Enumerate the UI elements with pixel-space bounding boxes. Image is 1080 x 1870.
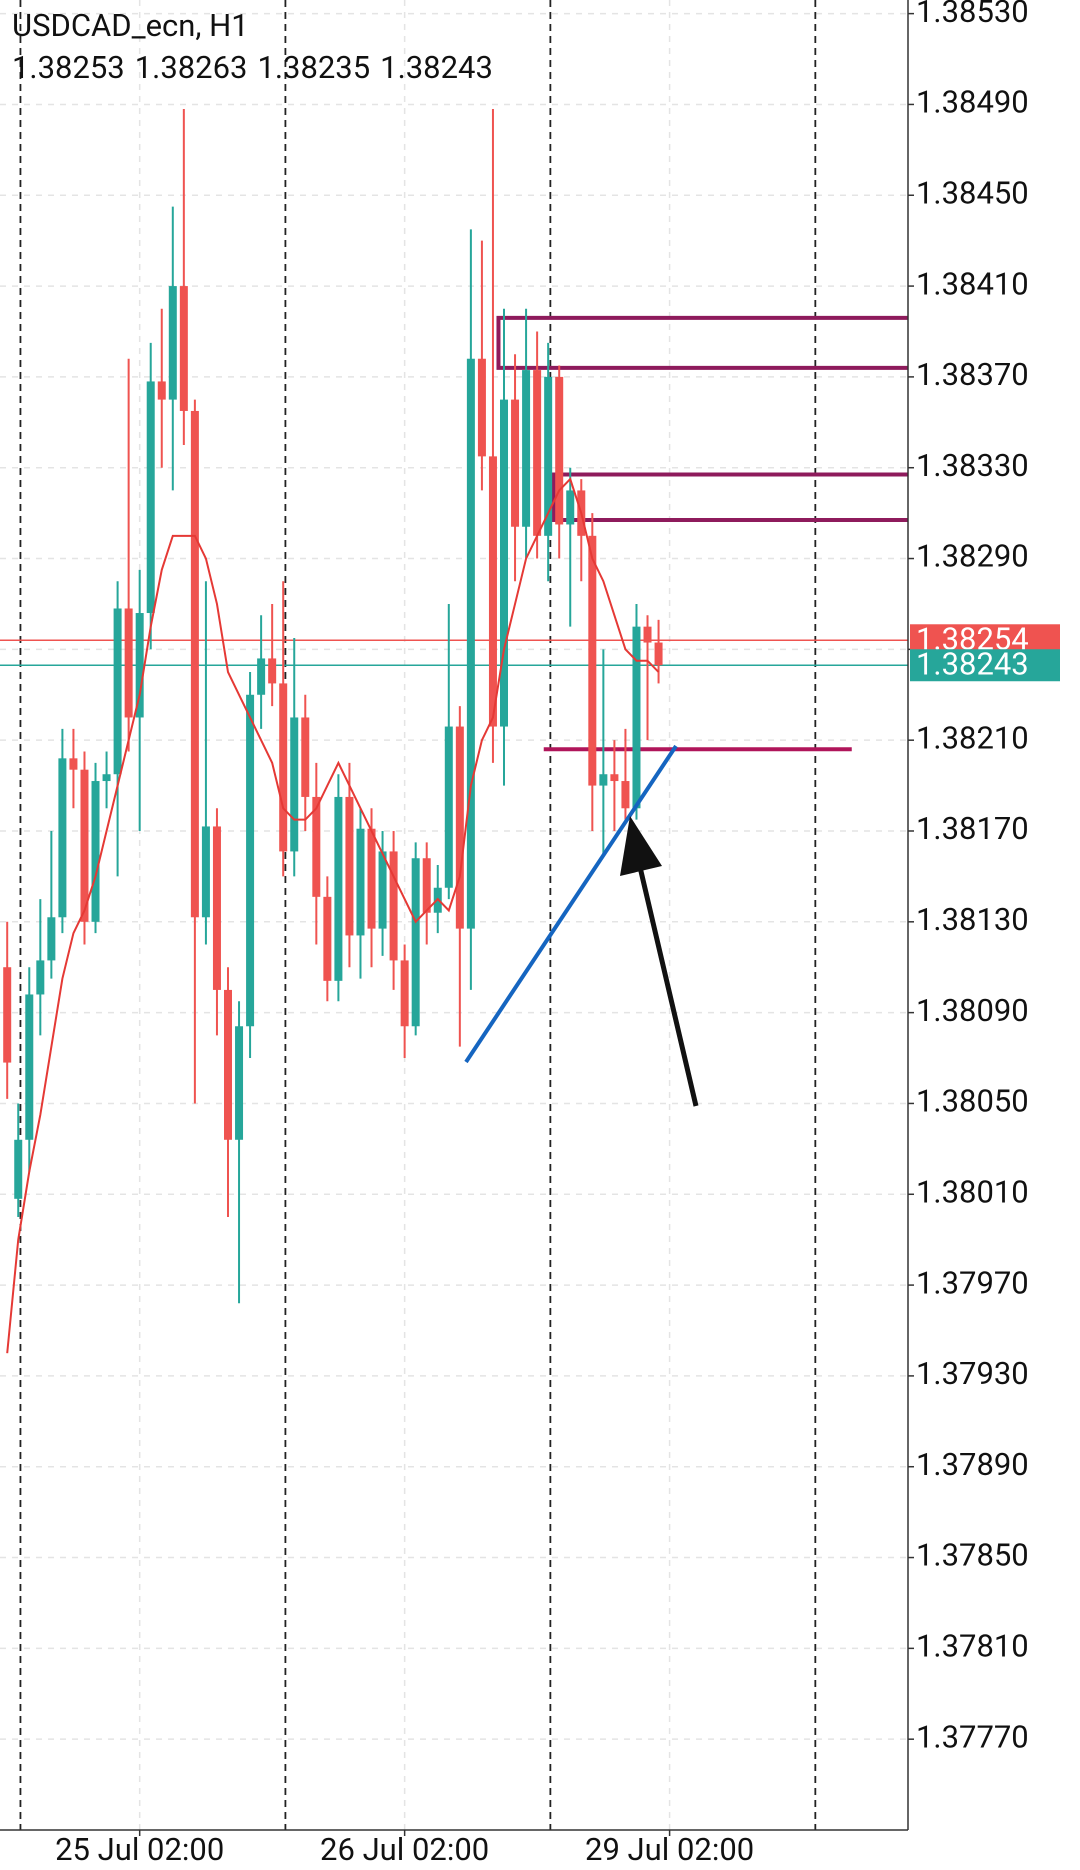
y-tick-label: 1.38370 [916,356,1029,393]
y-tick-label: 1.37930 [916,1355,1029,1392]
x-tick-label: 25 Jul 02:00 [55,1831,224,1868]
candle-body [47,917,56,961]
candle-body [422,858,431,913]
candle-body [301,717,310,797]
candle-body [91,781,100,922]
candle-body [588,535,597,786]
zone [496,315,908,370]
candle-body [654,642,663,666]
candle-body [113,608,122,775]
y-tick-label: 1.38210 [916,719,1029,756]
low-readout: 1.38235 [257,49,370,86]
candle-body [157,381,166,400]
candle-body [135,613,144,718]
overlay [464,744,699,1107]
y-tick-label: 1.38330 [916,447,1029,484]
candle-body [312,796,321,897]
y-tick-label: 1.37970 [916,1264,1029,1301]
price-label: 1.38243 [916,645,1029,682]
y-tick-label: 1.38170 [916,810,1029,847]
candle-body [466,358,475,929]
zone [551,472,908,522]
candle-body [566,490,575,525]
candle-body [599,774,608,786]
arrow-shaft [633,849,699,1107]
candle-body [14,1139,23,1199]
candle-body [3,967,12,1063]
candle-body [610,774,619,782]
y-tick-label: 1.37770 [916,1718,1029,1755]
y-tick-label: 1.38050 [916,1083,1029,1120]
y-tick-label: 1.37850 [916,1537,1029,1574]
high-readout: 1.38263 [135,49,248,86]
candle-body [356,828,365,936]
candle-body [389,851,398,961]
y-tick-label: 1.38010 [916,1173,1029,1210]
candle-body [367,828,376,929]
candle-body [488,456,497,727]
candle-body [124,608,133,718]
candle-body [268,658,277,684]
candle-body [25,994,34,1140]
y-tick-label: 1.38090 [916,992,1029,1029]
candle-body [102,774,111,782]
grid [0,0,908,1830]
price-label-box [910,649,1060,682]
y-tick-label: 1.38290 [916,538,1029,575]
y-tick-label: 1.38410 [916,265,1029,302]
candle-body [69,758,78,770]
trend-line [464,744,678,1064]
candle-body [544,376,553,536]
candle-body [212,826,221,990]
marks [0,108,908,1354]
candle-body [334,796,343,981]
chart-title: USDCAD_ecn, H1 [12,7,249,44]
candle-body [632,626,641,809]
candle-body [378,851,387,929]
candle-body [533,370,542,536]
ohlc-readout: 1.38253 1.38263 1.38235 1.38243 [12,49,493,86]
candle-body [179,286,188,411]
y-tick-label: 1.38490 [916,84,1029,121]
x-tick-label: 29 Jul 02:00 [585,1831,754,1868]
candle-body [290,717,299,852]
candle-body [444,726,453,888]
candle-body [246,694,255,1027]
candle-body [235,1026,244,1140]
y-tick-label: 1.37890 [916,1446,1029,1483]
candle-body [168,286,177,400]
candle-body [455,726,464,929]
axis-labels: 1.38530 1.38490 1.38450 1.38410 1.38370 1.383… [55,0,1060,1868]
candle-body [621,781,630,809]
y-tick-label: 1.38530 [916,0,1029,30]
candle-body [146,381,155,614]
candle-body [345,796,354,936]
candle-body [224,989,232,1140]
close-readout: 1.38243 [380,49,493,86]
candle-body [80,769,89,922]
candle-body [190,410,199,918]
arrow-head [620,816,662,876]
candle-body [522,370,531,527]
y-tick-label: 1.37810 [916,1628,1029,1665]
candle-body [323,896,332,981]
candle-body [279,683,288,852]
candle-body [500,399,508,727]
candle-body [257,658,266,695]
candle-body [411,858,420,1027]
candle-body [511,399,520,527]
candle-body [555,376,564,525]
candle-body [201,826,210,918]
candle-body [477,358,486,457]
y-tick-label: 1.38130 [916,901,1029,938]
open-readout: 1.38253 [12,49,125,86]
candle-body [643,626,652,643]
moving-average [6,477,660,1354]
candle-body [58,758,67,918]
candle-body [36,960,45,995]
x-tick-label: 26 Jul 02:00 [320,1831,489,1868]
candle-body [400,960,409,1027]
y-tick-label: 1.38450 [916,174,1029,211]
